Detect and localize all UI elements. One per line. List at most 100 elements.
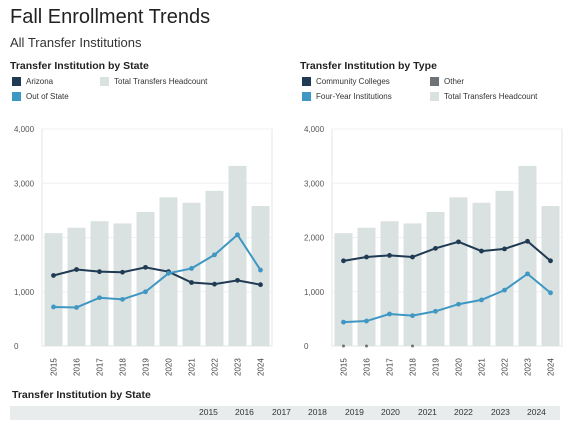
bottom-year-label[interactable]: 2022 xyxy=(454,407,473,417)
bar-total-2017 xyxy=(90,221,109,346)
series-point xyxy=(479,297,484,303)
x-tick-label: 2024 xyxy=(257,358,266,376)
series-point xyxy=(502,246,507,252)
series-point xyxy=(342,344,345,348)
series-point xyxy=(97,295,102,301)
bar-total-2015 xyxy=(334,233,353,346)
legend-swatch xyxy=(12,77,21,86)
series-point xyxy=(51,304,56,310)
series-point xyxy=(97,269,102,275)
series-point xyxy=(51,273,56,278)
series-point xyxy=(502,287,507,293)
series-point xyxy=(74,267,79,272)
series-point xyxy=(235,277,240,283)
legend-item-community-colleges[interactable]: Community Colleges xyxy=(302,77,390,86)
bar-total-2022 xyxy=(495,190,514,346)
bottom-year-label[interactable]: 2018 xyxy=(308,407,327,417)
x-tick-label: 2017 xyxy=(386,358,395,376)
x-tick-label: 2023 xyxy=(524,358,533,376)
bar-total-2020 xyxy=(449,197,468,346)
series-point xyxy=(364,254,369,260)
series-point xyxy=(189,266,194,271)
series-point xyxy=(258,267,263,273)
y-tick-label: 2,000 xyxy=(304,234,325,243)
bar-total-2018 xyxy=(113,223,132,346)
x-tick-label: 2021 xyxy=(188,358,197,376)
series-point xyxy=(410,313,415,319)
x-tick-label: 2021 xyxy=(478,358,487,376)
bottom-year-label[interactable]: 2016 xyxy=(235,407,254,417)
bar-total-2022 xyxy=(205,190,224,346)
y-tick-label: 0 xyxy=(304,342,309,351)
legend-label: Out of State xyxy=(26,92,69,101)
bar-total-2023 xyxy=(518,165,537,346)
bottom-year-label[interactable]: 2020 xyxy=(381,407,400,417)
legend-swatch xyxy=(302,92,311,101)
bottom-year-label[interactable]: 2015 xyxy=(199,407,218,417)
y-tick-label: 3,000 xyxy=(304,179,325,188)
bar-total-2019 xyxy=(136,212,155,346)
x-tick-label: 2015 xyxy=(50,358,59,376)
bottom-section-title: Transfer Institution by State xyxy=(12,389,151,401)
series-point xyxy=(235,232,240,238)
series-point xyxy=(341,319,346,325)
bar-total-2016 xyxy=(357,227,376,346)
series-line-out-of-state xyxy=(53,233,262,309)
bottom-year-label[interactable]: 2021 xyxy=(418,407,437,417)
series-point xyxy=(74,305,79,310)
bar-total-2023 xyxy=(228,165,247,346)
x-tick-label: 2016 xyxy=(363,358,372,376)
x-tick-label: 2018 xyxy=(409,358,418,376)
bottom-year-label[interactable]: 2023 xyxy=(491,407,510,417)
bar-total-2018 xyxy=(403,223,422,346)
series-point xyxy=(548,258,553,264)
legend-item-out-of-state[interactable]: Out of State xyxy=(12,92,69,101)
bottom-year-label[interactable]: 2019 xyxy=(345,407,364,417)
bar-total-2015 xyxy=(44,233,63,346)
bottom-year-label[interactable]: 2017 xyxy=(272,407,291,417)
y-tick-label: 2,000 xyxy=(14,234,35,243)
legend-item-total-left[interactable]: Total Transfers Headcount xyxy=(100,77,207,86)
series-point xyxy=(364,318,369,324)
x-tick-label: 2023 xyxy=(234,358,243,376)
x-tick-label: 2018 xyxy=(119,358,128,376)
legend-label: Total Transfers Headcount xyxy=(114,77,208,86)
series-point xyxy=(433,308,438,314)
series-point xyxy=(166,270,171,276)
series-point xyxy=(212,281,217,287)
series-point xyxy=(387,311,392,317)
x-tick-label: 2022 xyxy=(211,358,220,376)
bar-total-2024 xyxy=(251,206,270,346)
page-title: Fall Enrollment Trends xyxy=(10,6,211,28)
x-tick-label: 2022 xyxy=(501,358,510,376)
legend-item-total-right[interactable]: Total Transfers Headcount xyxy=(430,92,537,101)
bar-total-2024 xyxy=(541,206,560,346)
legend-item-arizona[interactable]: Arizona xyxy=(12,77,53,86)
x-tick-label: 2019 xyxy=(432,358,441,376)
legend-swatch xyxy=(100,77,109,86)
series-point xyxy=(479,248,484,254)
legend-label: Arizona xyxy=(26,77,54,86)
series-line-four-year-institutions xyxy=(343,272,552,324)
y-tick-label: 0 xyxy=(14,342,19,351)
bottom-year-label[interactable]: 2024 xyxy=(527,407,546,417)
legend-item-four-year[interactable]: Four-Year Institutions xyxy=(302,92,392,101)
x-tick-label: 2024 xyxy=(547,358,556,376)
x-tick-label: 2016 xyxy=(73,358,82,376)
bar-total-2021 xyxy=(182,202,201,346)
legend-item-other[interactable]: Other xyxy=(430,77,464,86)
series-point xyxy=(189,280,194,285)
legend-label: Community Colleges xyxy=(316,77,390,86)
series-point xyxy=(341,258,346,264)
x-tick-label: 2015 xyxy=(340,358,349,376)
series-point xyxy=(433,245,438,251)
x-tick-label: 2017 xyxy=(96,358,105,376)
bar-total-2016 xyxy=(67,227,86,346)
bar-total-2017 xyxy=(380,221,399,346)
x-tick-label: 2019 xyxy=(142,358,151,376)
series-point xyxy=(143,289,148,295)
legend-label: Four-Year Institutions xyxy=(316,92,392,101)
series-point xyxy=(365,344,368,348)
